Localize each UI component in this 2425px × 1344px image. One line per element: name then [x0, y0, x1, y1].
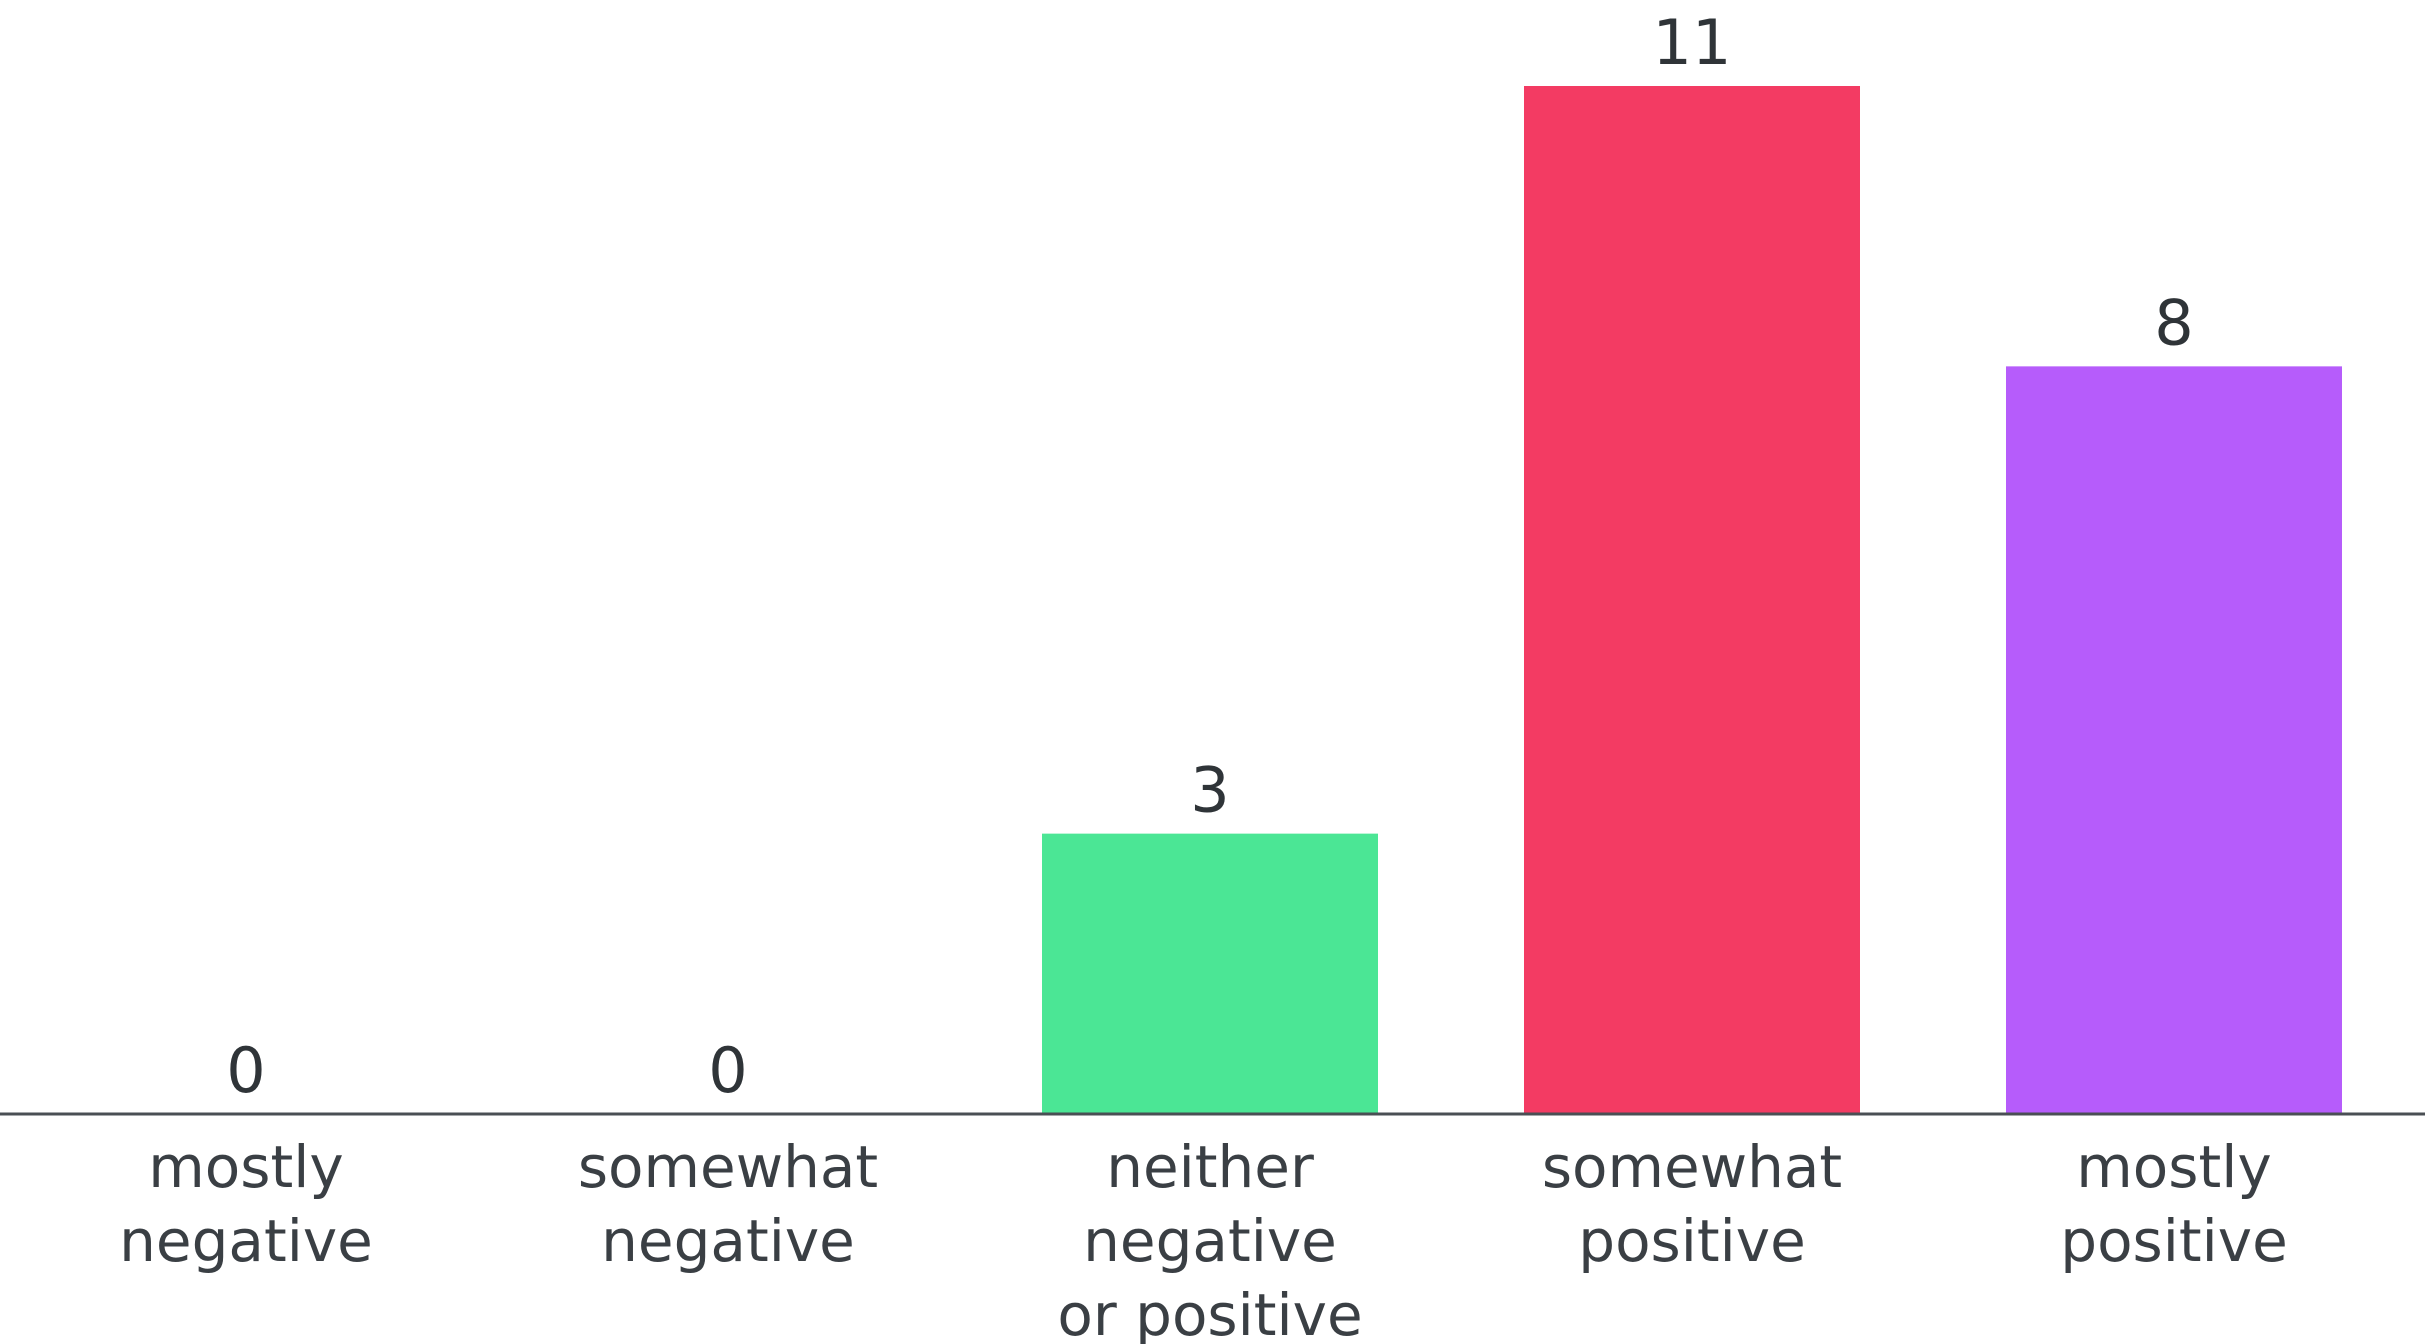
bars-group: [1042, 86, 2342, 1114]
category-label-2: neither negative or positive: [1057, 1133, 1362, 1344]
bar-3: [1524, 86, 1860, 1114]
value-label-2: 3: [1190, 754, 1229, 827]
bar-2: [1042, 833, 1378, 1114]
category-label-2-line-1: negative: [1083, 1207, 1337, 1275]
value-label-3: 11: [1653, 6, 1732, 79]
category-label-4-line-0: mostly: [2076, 1133, 2271, 1201]
category-label-2-line-0: neither: [1106, 1133, 1314, 1201]
category-label-0-line-1: negative: [119, 1207, 373, 1275]
category-label-3-line-0: somewhat: [1542, 1133, 1842, 1201]
category-label-3-line-1: positive: [1578, 1207, 1806, 1275]
category-label-0-line-0: mostly: [148, 1133, 343, 1201]
category-label-4-line-1: positive: [2060, 1207, 2288, 1275]
bar-4: [2006, 366, 2342, 1114]
category-label-0: mostly negative: [119, 1133, 373, 1275]
value-labels-group: 0 0 3 11 8: [226, 6, 2193, 1107]
value-label-1: 0: [708, 1034, 747, 1107]
category-label-1-line-0: somewhat: [578, 1133, 878, 1201]
category-label-1-line-1: negative: [601, 1207, 855, 1275]
category-label-4: mostly positive: [2060, 1133, 2288, 1275]
category-label-2-line-2: or positive: [1057, 1281, 1362, 1344]
value-label-0: 0: [226, 1034, 265, 1107]
category-label-1: somewhat negative: [578, 1133, 878, 1275]
value-label-4: 8: [2154, 286, 2193, 359]
category-label-3: somewhat positive: [1542, 1133, 1842, 1275]
